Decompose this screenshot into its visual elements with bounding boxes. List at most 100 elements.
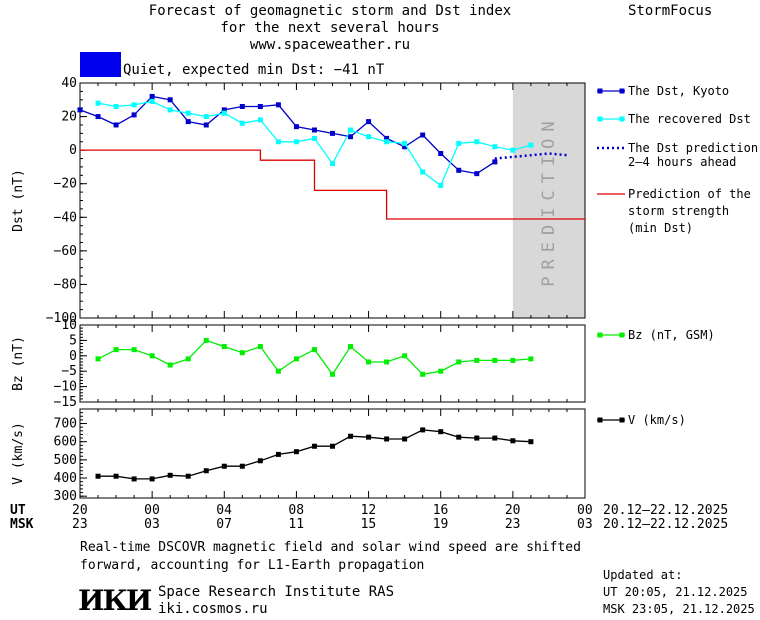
dst-series-0-point xyxy=(275,102,281,108)
v-series-0-point xyxy=(474,435,480,441)
dst-series-0-point xyxy=(293,124,299,130)
institute-site[interactable]: iki.cosmos.ru xyxy=(158,601,268,617)
dst-series-0-point xyxy=(77,107,83,113)
dst-series-0-point xyxy=(330,130,335,136)
ut-tick-label: 16 xyxy=(432,503,449,518)
dst-series-1-point xyxy=(149,98,155,104)
footer-note-line-2: forward, accounting for L1-Earth propaga… xyxy=(80,558,425,573)
bz-axis-label: Bz (nT) xyxy=(11,336,26,391)
v-series-0-point xyxy=(239,463,245,469)
ut-tick-label: 20 xyxy=(504,503,521,518)
v-series-0-point xyxy=(420,427,426,433)
v-series-0-point xyxy=(384,436,390,442)
dst-series-1-point xyxy=(311,135,317,141)
legend-velocity-swatch-marker xyxy=(619,417,625,423)
bz-series-0-point xyxy=(384,359,390,365)
v-series-0-point xyxy=(293,449,299,455)
dst-series-1-point xyxy=(492,144,498,150)
msk-tick-label: 15 xyxy=(360,517,377,532)
dst-series-1-point xyxy=(239,120,245,126)
msk-tick-label: 19 xyxy=(432,517,449,532)
dst-series-1-point xyxy=(366,134,372,140)
bz-series-0-line xyxy=(97,339,531,376)
bz-series-0-point xyxy=(149,353,155,359)
chart-title-line-1: Forecast of geomagnetic storm and Dst in… xyxy=(148,3,512,19)
v-series-0-point xyxy=(275,451,281,457)
dst-series-1-point xyxy=(438,182,444,188)
bz-series-0-point xyxy=(492,357,498,363)
dst-series-1-point xyxy=(474,139,480,145)
legend-storm-strength-line-1: Prediction of the xyxy=(628,187,751,201)
v-series-0-point xyxy=(528,439,534,445)
dst-series-0-point xyxy=(311,127,317,133)
dst-series-0-point xyxy=(420,132,426,138)
site-url[interactable]: www.spaceweather.ru xyxy=(249,37,411,53)
dst-y-tick-label: −80 xyxy=(54,277,77,292)
dst-y-tick-label: 0 xyxy=(69,143,77,158)
iki-logo: ИКИ xyxy=(78,584,152,617)
bz-series-0-point xyxy=(275,368,281,374)
dst-series-0-point xyxy=(239,104,245,109)
dst-series-1-point xyxy=(275,139,281,145)
bz-series-0-point xyxy=(474,357,480,363)
bz-frame xyxy=(79,324,586,403)
legend-dst-prediction-line-2: 2–4 hours ahead xyxy=(628,155,737,169)
dst-series-1-point xyxy=(131,102,137,108)
v-y-tick-label: 300 xyxy=(54,489,77,504)
legend-velocity-swatch-marker xyxy=(597,417,603,423)
bz-series-0-point xyxy=(239,350,245,356)
bz-series-0-point xyxy=(113,347,119,353)
dst-series-0-line xyxy=(79,95,496,175)
msk-axis-label: MSK xyxy=(10,517,34,532)
legend-recovered-swatch-marker xyxy=(619,116,625,122)
bz-series-0-point xyxy=(221,344,227,350)
bz-series-0-point xyxy=(456,359,462,365)
dst-series-0-point xyxy=(185,119,191,125)
legend-swatches xyxy=(597,88,625,423)
legend-bz-swatch-marker xyxy=(619,332,625,338)
prediction-band-label: PREDICTION xyxy=(539,114,559,286)
bz-y-tick-label: −5 xyxy=(61,364,77,379)
v-series-0-point xyxy=(348,433,354,439)
updated-msk: MSK 23:05, 21.12.2025 xyxy=(603,602,755,616)
dst-series-1-point xyxy=(95,100,101,106)
dst-series-0-point xyxy=(438,151,444,156)
ut-axis-label: UT xyxy=(10,503,26,518)
ut-tick-label: 12 xyxy=(360,503,377,518)
v-series-0-point xyxy=(311,443,317,449)
dst-series-0-point xyxy=(131,112,137,118)
bz-series-0-point xyxy=(330,371,335,377)
dst-series-1-point xyxy=(510,147,516,153)
legend-dst-kyoto-swatch-marker xyxy=(597,88,603,94)
dst-y-tick-label: 20 xyxy=(61,110,77,125)
updated-label: Updated at: xyxy=(603,568,683,582)
bz-series-0-point xyxy=(348,344,354,350)
ut-date-range: 20.12–22.12.2025 xyxy=(603,503,729,518)
v-series-0-point xyxy=(330,443,335,449)
bz-series-0-point xyxy=(167,362,173,368)
msk-date-range: 20.12–22.12.2025 xyxy=(603,517,729,532)
bz-y-tick-label: −10 xyxy=(54,380,77,395)
v-series-0-point xyxy=(221,463,227,469)
bz-series-0-point xyxy=(366,359,372,365)
ut-tick-label: 08 xyxy=(288,503,305,518)
v-y-tick-label: 500 xyxy=(54,453,77,468)
dst-series-1-point xyxy=(528,142,534,148)
ut-tick-label: 04 xyxy=(216,503,232,518)
dst-series-0-point xyxy=(95,114,101,120)
bz-series-0-point xyxy=(95,356,101,362)
msk-tick-label: 03 xyxy=(144,517,160,532)
dst-panel: PREDICTION 40 20 0 −20 −40 −60 −80 −100 Dst (nT) xyxy=(11,76,586,326)
v-series-0-point xyxy=(438,429,444,435)
dst-series-0-point xyxy=(203,122,209,128)
bz-series-0-point xyxy=(438,368,444,374)
bz-y-tick-label: 0 xyxy=(69,349,77,364)
bz-series-0-point xyxy=(311,347,317,353)
ut-tick-label: 00 xyxy=(144,503,160,518)
bz-series-0-point xyxy=(185,356,191,362)
bz-series-0-point xyxy=(510,357,516,363)
v-series-0-point xyxy=(113,473,119,479)
v-series-0-line xyxy=(98,429,531,480)
legend-recovered-dst: The recovered Dst xyxy=(628,112,751,126)
